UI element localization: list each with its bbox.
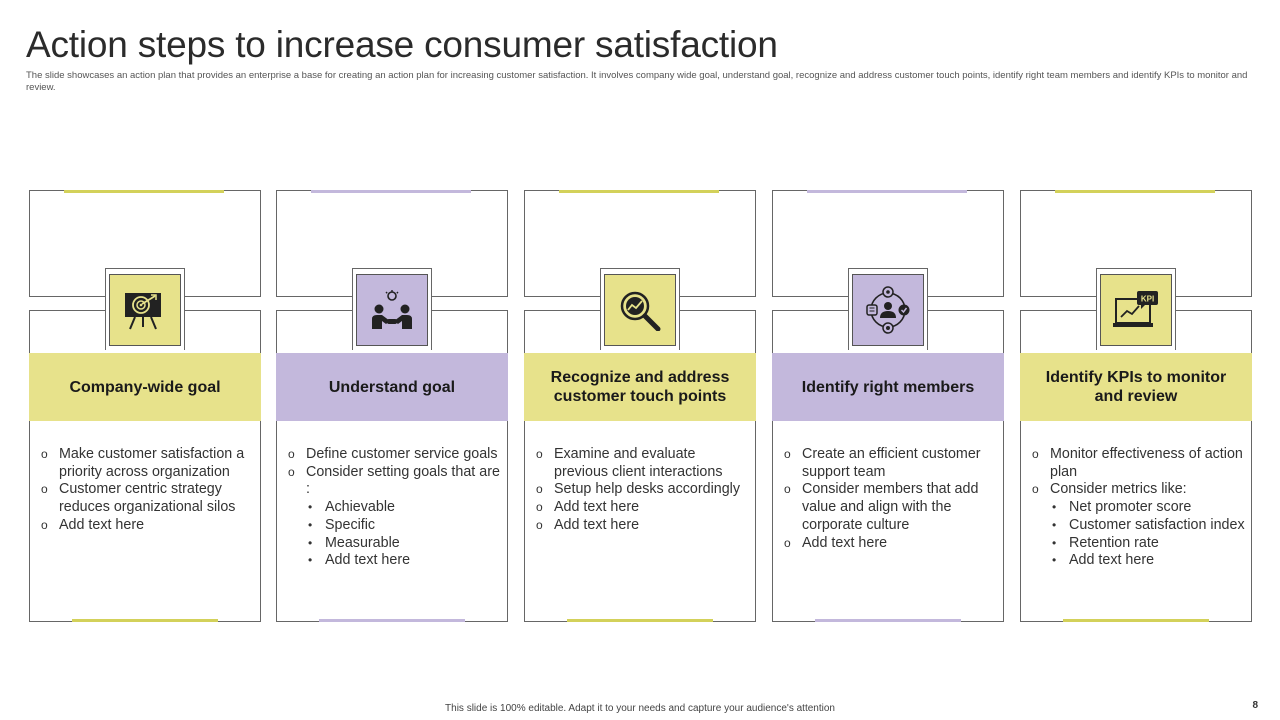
list-item: Add text here: [536, 517, 750, 535]
list-item: Setup help desks accordingly: [536, 481, 750, 499]
sub-list-item: Add text here: [1050, 552, 1246, 570]
list-item: Consider setting goals that are : Achiev…: [288, 464, 502, 570]
list-item: Consider metrics like: Net promoter scor…: [1032, 481, 1246, 570]
list-item: Examine and evaluate previous client int…: [536, 446, 750, 481]
list-item: Add text here: [536, 499, 750, 517]
page-number: 8: [1252, 700, 1258, 711]
sub-list-item: Customer satisfaction index: [1050, 517, 1246, 535]
member-network-icon: [852, 274, 924, 346]
sub-list: Net promoter score Customer satisfaction…: [1050, 499, 1246, 570]
list-item-text: Consider setting goals that are :: [306, 463, 500, 498]
step-card-touch-points: Recognize and address customer touch poi…: [524, 190, 756, 622]
magnifier-chart-icon: [604, 274, 676, 346]
step-card-understand-goal: Understand goal Define customer service …: [276, 190, 508, 622]
sub-list-item: Add text here: [306, 552, 502, 570]
list-item: Add text here: [784, 535, 998, 553]
list-item-text: Consider metrics like:: [1050, 481, 1187, 498]
bottom-accent: [815, 619, 961, 622]
card-heading: Understand goal: [276, 353, 508, 421]
card-items: Monitor effectiveness of action plan Con…: [1032, 446, 1246, 570]
list-item: Make customer satisfaction a priority ac…: [41, 446, 255, 481]
step-card-identify-members: Identify right members Create an efficie…: [772, 190, 1004, 622]
presentation-target-icon: [109, 274, 181, 346]
card-heading: Company-wide goal: [29, 353, 261, 421]
bottom-accent: [1063, 619, 1209, 622]
card-items: Examine and evaluate previous client int…: [536, 446, 750, 535]
list-item: Monitor effectiveness of action plan: [1032, 446, 1246, 481]
slide-title: Action steps to increase consumer satisf…: [26, 24, 778, 65]
list-item: Create an efficient customer support tea…: [784, 446, 998, 481]
sub-list: Achievable Specific Measurable Add text …: [306, 499, 502, 570]
top-accent: [559, 190, 719, 193]
card-items: Create an efficient customer support tea…: [784, 446, 998, 552]
sub-list-item: Net promoter score: [1050, 499, 1246, 517]
list-item: Consider members that add value and alig…: [784, 481, 998, 534]
kpi-label: KPI: [1141, 295, 1154, 304]
top-accent: [311, 190, 471, 193]
sub-list-item: Measurable: [306, 535, 502, 553]
list-item: Define customer service goals: [288, 446, 502, 464]
list-item: Customer centric strategy reduces organi…: [41, 481, 255, 516]
slide-subtitle: The slide showcases an action plan that …: [26, 70, 1248, 93]
list-item: Add text here: [41, 517, 255, 535]
card-heading: Identify KPIs to monitor and review: [1020, 353, 1252, 421]
card-heading: Identify right members: [772, 353, 1004, 421]
card-heading: Recognize and address customer touch poi…: [524, 353, 756, 421]
top-accent: [807, 190, 967, 193]
top-accent: [64, 190, 224, 193]
sub-list-item: Achievable: [306, 499, 502, 517]
sub-list-item: Specific: [306, 517, 502, 535]
bottom-accent: [72, 619, 218, 622]
step-card-identify-kpis: KPI Identify KPIs to monitor and review …: [1020, 190, 1252, 622]
card-items: Define customer service goals Consider s…: [288, 446, 502, 570]
team-handshake-icon: [356, 274, 428, 346]
slide-footer: This slide is 100% editable. Adapt it to…: [445, 703, 835, 714]
kpi-monitor-icon: KPI: [1100, 274, 1172, 346]
card-items: Make customer satisfaction a priority ac…: [41, 446, 255, 535]
bottom-accent: [567, 619, 713, 622]
step-card-company-wide-goal: Company-wide goal Make customer satisfac…: [29, 190, 261, 622]
sub-list-item: Retention rate: [1050, 535, 1246, 553]
top-accent: [1055, 190, 1215, 193]
bottom-accent: [319, 619, 465, 622]
